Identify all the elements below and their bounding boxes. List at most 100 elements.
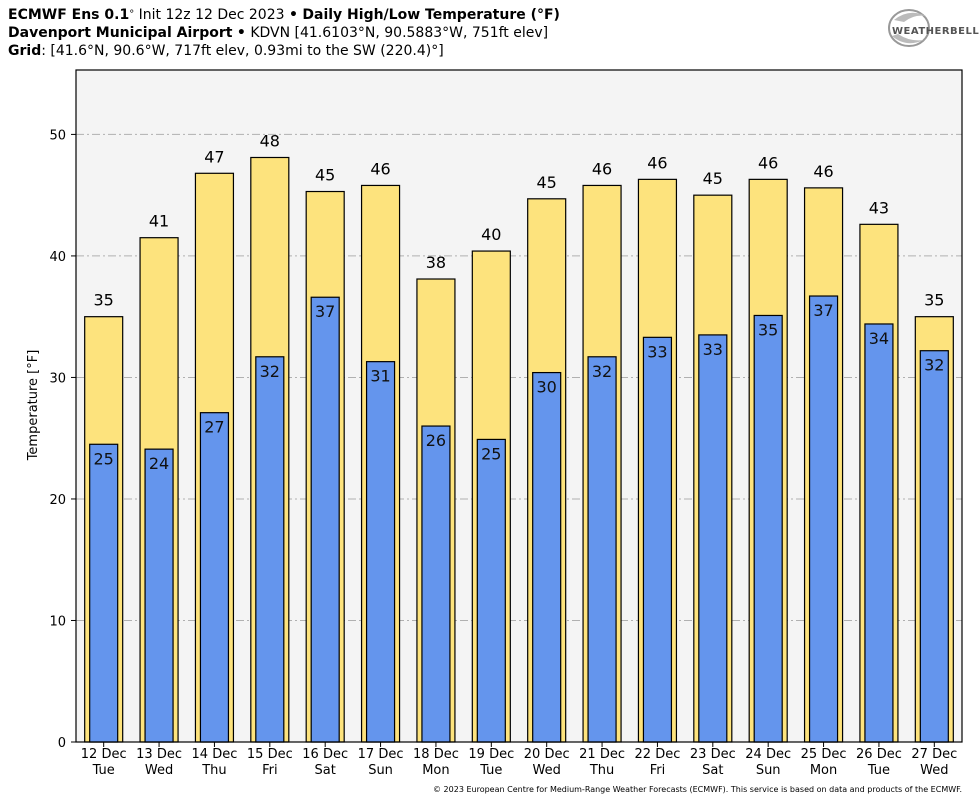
high-temp-label: 48	[260, 131, 280, 150]
station-name: Davenport Municipal Airport	[8, 25, 233, 41]
x-tick-day: Wed	[145, 763, 173, 778]
high-temp-label: 41	[149, 212, 169, 231]
low-temp-bar	[421, 425, 451, 743]
low-temp-label: 37	[813, 301, 833, 320]
bullet: •	[288, 7, 298, 23]
x-tick-date: 15 Dec	[247, 747, 293, 762]
plot-border	[75, 69, 963, 743]
x-tick-date: 19 Dec	[468, 747, 514, 762]
high-temp-label: 45	[537, 173, 557, 192]
low-temp-label: 25	[481, 444, 501, 463]
low-temp-bar	[642, 336, 673, 743]
x-tick-date: 22 Dec	[635, 747, 681, 762]
x-tick-day: Sun	[756, 763, 781, 778]
high-temp-label: 45	[315, 166, 335, 185]
low-temp-label: 27	[204, 418, 224, 437]
high-temp-label: 47	[204, 147, 224, 166]
x-tick-day: Mon	[422, 763, 449, 778]
x-tick-day: Sun	[368, 763, 393, 778]
x-tick-day: Wed	[920, 763, 948, 778]
low-temp-bar	[532, 371, 562, 743]
low-temp-bar	[255, 356, 285, 743]
low-temp-label: 26	[426, 431, 446, 450]
high-temp-label: 35	[924, 291, 944, 310]
logo-text: WEATHERBELL	[892, 26, 980, 37]
low-temp-bar	[698, 334, 728, 743]
low-temp-label: 37	[315, 302, 335, 321]
high-temp-label: 46	[592, 159, 612, 178]
x-tick-day: Sat	[702, 763, 723, 778]
high-temp-label: 35	[94, 291, 114, 310]
grid-label: Grid	[8, 43, 42, 59]
low-temp-bar	[310, 296, 340, 743]
copyright-notice: © 2023 European Centre for Medium-Range …	[433, 785, 962, 794]
grid-info: : [41.6°N, 90.6°W, 717ft elev, 0.93mi to…	[41, 43, 444, 59]
low-temp-label: 33	[703, 340, 723, 359]
x-tick-date: 17 Dec	[358, 747, 404, 762]
x-tick-date: 12 Dec	[81, 747, 127, 762]
x-tick-date: 24 Dec	[745, 747, 791, 762]
x-tick-day: Mon	[810, 763, 837, 778]
low-temp-bar	[864, 323, 894, 743]
x-tick-day: Tue	[92, 763, 115, 778]
x-tick-date: 16 Dec	[302, 747, 348, 762]
high-temp-label: 46	[758, 153, 778, 172]
low-temp-label: 35	[758, 320, 778, 339]
grid-line: Grid: [41.6°N, 90.6°W, 717ft elev, 0.93m…	[8, 42, 444, 60]
x-tick-date: 25 Dec	[801, 747, 847, 762]
low-temp-label: 25	[94, 449, 114, 468]
y-axis-ticks: 0 10 20 30 40 50	[49, 128, 76, 751]
product-name: Daily High/Low Temperature (°F)	[302, 7, 560, 23]
model-name: ECMWF Ens 0.1	[8, 7, 130, 23]
low-temp-bar	[587, 356, 617, 743]
high-temp-label: 38	[426, 253, 446, 272]
x-tick-date: 27 Dec	[911, 747, 957, 762]
low-temp-label: 32	[592, 362, 612, 381]
y-tick-label: 40	[49, 250, 66, 265]
high-temp-label: 45	[703, 169, 723, 188]
x-tick-day: Sat	[315, 763, 336, 778]
high-temp-label: 46	[813, 162, 833, 181]
low-temp-label: 30	[537, 378, 557, 397]
low-temp-bar	[89, 443, 119, 743]
station-line: Davenport Municipal Airport • KDVN [41.6…	[8, 24, 548, 42]
y-tick-label: 20	[49, 493, 66, 508]
weatherbell-logo	[888, 9, 930, 47]
low-temp-bar	[199, 412, 230, 743]
low-temp-bar	[476, 438, 506, 743]
x-tick-date: 14 Dec	[192, 747, 238, 762]
x-tick-day: Fri	[262, 763, 278, 778]
low-temp-label: 24	[149, 454, 169, 473]
low-temp-bar	[808, 295, 839, 743]
low-temp-bar	[753, 314, 783, 743]
high-temp-label: 43	[869, 198, 889, 217]
high-temp-label: 46	[370, 159, 390, 178]
high-temp-label: 40	[481, 225, 501, 244]
low-temp-bar	[144, 448, 174, 743]
x-tick-date: 26 Dec	[856, 747, 902, 762]
y-tick-label: 0	[58, 736, 66, 751]
chart-title-line: ECMWF Ens 0.1° Init 12z 12 Dec 2023 • Da…	[8, 6, 560, 24]
x-tick-date: 13 Dec	[136, 747, 182, 762]
x-tick-date: 20 Dec	[524, 747, 570, 762]
low-temp-label: 31	[370, 367, 390, 386]
degree-symbol: °	[129, 9, 135, 20]
low-temp-bar	[365, 361, 396, 743]
low-temp-label: 32	[924, 356, 944, 375]
init-time: Init 12z 12 Dec 2023	[138, 7, 285, 23]
bullet: •	[236, 25, 246, 41]
x-tick-day: Thu	[201, 763, 226, 778]
data-labels: 35 25 41 24 47 27 48 32 45 37 46 31 38 26 40 25 45 30 46 32…	[94, 131, 945, 473]
x-tick-date: 21 Dec	[579, 747, 625, 762]
y-tick-label: 50	[49, 128, 66, 143]
low-temp-label: 33	[647, 342, 667, 361]
y-tick-label: 10	[49, 614, 66, 629]
x-tick-day: Tue	[867, 763, 890, 778]
x-tick-day: Fri	[650, 763, 666, 778]
x-tick-date: 23 Dec	[690, 747, 736, 762]
low-temp-label: 34	[869, 329, 889, 348]
high-temp-label: 46	[647, 153, 667, 172]
bars	[84, 156, 954, 743]
